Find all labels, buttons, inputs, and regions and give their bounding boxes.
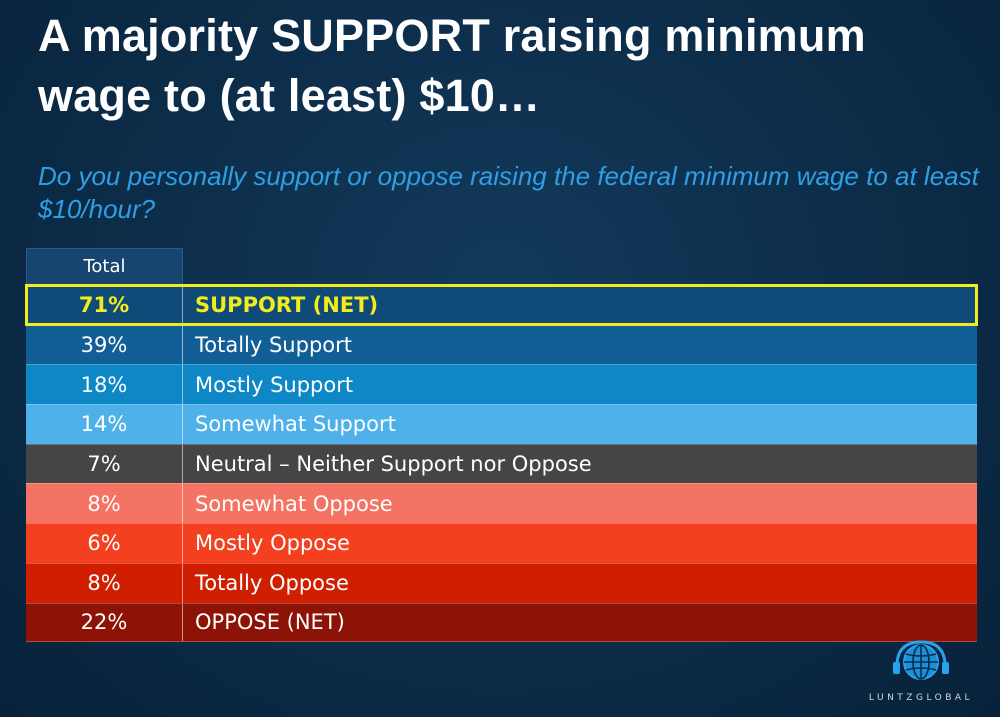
table-row-totally-support: 39% Totally Support [26,324,977,365]
row-value: 71% [26,286,183,325]
row-value: 8% [26,563,183,603]
row-value: 8% [26,484,183,524]
table-row-somewhat-support: 14% Somewhat Support [26,404,977,444]
row-value: 18% [26,365,183,405]
column-header-total: Total [26,248,183,285]
row-value: 39% [26,325,183,365]
row-label: Neutral – Neither Support nor Oppose [195,452,592,477]
row-value: 6% [26,524,183,563]
table-row-neutral: 7% Neutral – Neither Support nor Oppose [26,443,977,484]
survey-question: Do you personally support or oppose rais… [38,161,979,224]
row-value: 7% [26,444,183,484]
row-label: Somewhat Support [195,412,396,437]
globe-headset-icon [893,640,949,680]
row-label: Mostly Support [195,372,354,397]
results-table: Total 71% SUPPORT (NET) 39% Totally Supp… [25,248,978,643]
table-row-mostly-support: 18% Mostly Support [26,364,977,405]
table-header-row: Total [26,248,977,285]
table-row-totally-oppose: 8% Totally Oppose [26,562,977,603]
luntz-global-logo: LUNTZGLOBAL [866,640,976,710]
table-row-mostly-oppose: 6% Mostly Oppose [26,523,977,563]
row-label: Totally Oppose [195,571,349,596]
row-label: Mostly Oppose [195,531,350,556]
logo-text: LUNTZGLOBAL [868,693,974,703]
table-row-support-net: 71% SUPPORT (NET) [25,284,978,326]
table-row-oppose-net: 22% OPPOSE (NET) [26,602,977,643]
row-value: 22% [26,603,183,642]
row-label: Somewhat Oppose [195,491,393,516]
row-value: 14% [26,405,183,444]
table-row-somewhat-oppose: 8% Somewhat Oppose [26,483,977,524]
row-label: OPPOSE (NET) [195,610,345,635]
row-label: Totally Support [195,333,352,358]
row-label: SUPPORT (NET) [195,293,379,318]
page-title: A majority SUPPORT raising minimum wage … [38,10,866,121]
